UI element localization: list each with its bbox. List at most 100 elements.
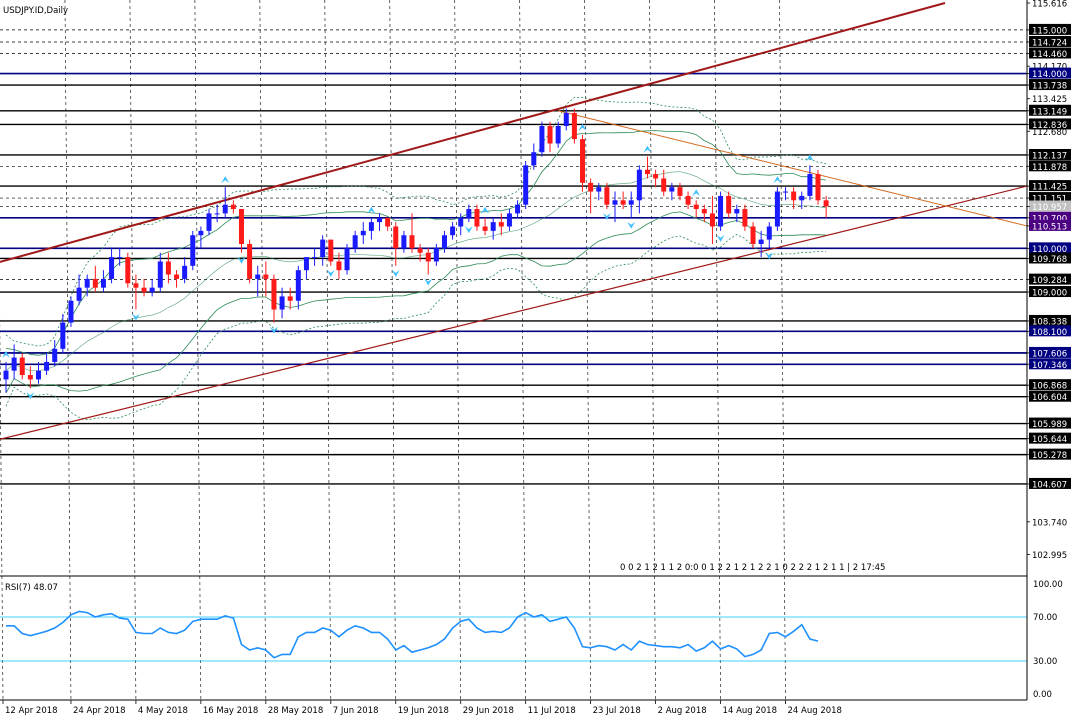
fractal-up-icon (805, 154, 814, 162)
fractal-down-icon (424, 278, 433, 286)
candle-body (620, 200, 626, 205)
candle-body (238, 209, 244, 244)
candle-body (11, 357, 17, 371)
candle-body (783, 191, 789, 193)
vertical-grid-line (194, 0, 202, 701)
candle-body (531, 152, 537, 166)
candle-body (474, 209, 480, 227)
price-axis-label: 110.513 (1032, 222, 1067, 232)
candle-body (701, 209, 707, 214)
candle-body (685, 195, 691, 205)
vertical-grid-line (519, 0, 526, 701)
bollinger-middle (5, 171, 827, 372)
candle-body (580, 139, 586, 183)
candle-body (661, 178, 667, 192)
candle-body (750, 226, 756, 244)
candle-body (450, 226, 456, 236)
trendline-orange (558, 110, 1028, 227)
trend-lines (0, 2, 1028, 440)
candle-body (799, 195, 805, 201)
price-label-box (1029, 67, 1071, 79)
candle-body (3, 370, 9, 380)
fractal-down-icon (602, 213, 611, 221)
candle-body (588, 182, 594, 192)
time-axis-label: 24 Aug 2018 (788, 706, 842, 716)
fractal-up-icon (773, 176, 782, 184)
fractal-up-icon (2, 350, 10, 358)
price-axis-label: 113.738 (1032, 82, 1067, 92)
candle-body (677, 187, 683, 196)
candle-body (458, 217, 464, 227)
info-strip: 0 0 2 1 2 1 1 2 0:0 0 1 2 2 1 2 1 2 2 1 … (620, 563, 885, 573)
symbol-label: USDJPY.ID,Daily (3, 6, 68, 16)
price-axis-label: 104.607 (1032, 480, 1067, 490)
candle-body (336, 261, 342, 271)
candle-body (68, 300, 74, 323)
candle-body (141, 287, 147, 293)
time-axis-label: 12 Apr 2018 (5, 706, 58, 716)
envelope-upper (5, 96, 827, 347)
vertical-grid-line (714, 0, 721, 701)
price-axis-label: 105.644 (1032, 435, 1067, 445)
candle-body (628, 200, 634, 205)
rsi-axis-label: 0.00 (1033, 690, 1052, 700)
time-axis-label: 11 Jul 2018 (528, 706, 576, 716)
candle-body (401, 235, 407, 249)
candle-body (555, 126, 561, 144)
candle-body (35, 370, 41, 380)
bollinger-lower (5, 211, 827, 394)
candle-body (76, 287, 82, 301)
candle-body (709, 213, 715, 227)
time-axis-label: 14 Aug 2018 (723, 706, 777, 716)
candle-body (230, 204, 236, 210)
candle-body (117, 257, 123, 259)
candle-body (571, 112, 577, 140)
price-axis-label: 107.606 (1032, 349, 1067, 359)
candle-body (157, 261, 163, 288)
candles (3, 108, 829, 393)
candle-body (644, 169, 650, 175)
price-axis-label: 103.740 (1032, 518, 1067, 528)
time-axis-label: 7 Jun 2018 (333, 706, 379, 716)
vertical-grid-line (779, 0, 786, 701)
candle-body (409, 235, 415, 249)
candle-body (604, 187, 610, 205)
candle-body (815, 174, 821, 201)
rsi-axis-label: 100.00 (1033, 580, 1063, 590)
candle-body (466, 209, 472, 218)
candle-body (44, 361, 50, 371)
candle-body (612, 200, 618, 205)
candle-body (433, 248, 439, 262)
time-axis-label: 23 Jul 2018 (593, 706, 641, 716)
candle-body (190, 235, 196, 266)
price-axis-label: 109.284 (1032, 276, 1067, 286)
rsi-axis-label: 30.00 (1033, 657, 1057, 667)
candle-body (393, 226, 399, 249)
candle-body (109, 257, 115, 279)
candle-body (247, 243, 253, 279)
candle-body (506, 213, 512, 227)
price-label-box (1029, 417, 1071, 429)
time-axis-label: 24 Apr 2018 (73, 706, 126, 716)
price-label-box (1029, 47, 1071, 59)
candle-body (174, 274, 180, 279)
vertical-grid (0, 0, 786, 701)
price-axis-label: 108.338 (1032, 317, 1067, 327)
fractal-down-icon (716, 234, 725, 242)
price-axis: 115.616115.000114.724114.460114.170114.0… (1027, 0, 1071, 561)
price-label-box (1029, 390, 1071, 402)
horizontal-levels (0, 29, 1027, 485)
candle-body (27, 375, 33, 380)
price-label-box (1029, 200, 1071, 212)
candle-body (182, 265, 188, 279)
price-axis-label: 105.278 (1032, 451, 1067, 461)
candle-body (214, 213, 220, 215)
candle-body (303, 257, 309, 271)
envelope-lower (5, 234, 827, 421)
candle-body (718, 195, 724, 227)
rsi-line (6, 610, 819, 659)
candle-body (823, 200, 829, 207)
candle-body (563, 112, 569, 127)
